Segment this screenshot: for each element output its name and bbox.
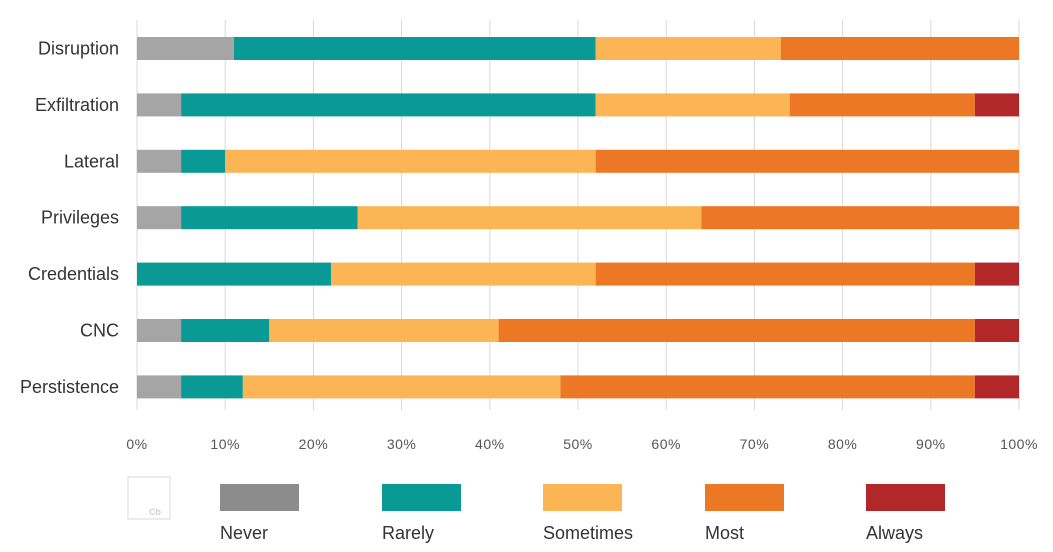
bar-segment-rarely	[181, 149, 226, 173]
legend-swatch	[866, 484, 945, 511]
legend-item-most: Most	[705, 484, 784, 543]
bar-segment-most	[498, 319, 975, 342]
legend-label: Most	[705, 523, 744, 543]
bar-segment-most	[701, 206, 1019, 230]
bar-segment-sometimes	[225, 149, 596, 173]
category-label: Credentials	[28, 264, 119, 284]
x-tick-label: 30%	[387, 436, 417, 452]
bar-segment-sometimes	[595, 93, 790, 117]
x-tick-label: 60%	[651, 436, 681, 452]
legend-label: Rarely	[382, 523, 434, 543]
bar-segment-most	[780, 37, 1019, 60]
x-tick-label: 10%	[210, 436, 240, 452]
legend: Never Rarely Sometimes Most Always	[220, 484, 945, 543]
bar-segment-never	[137, 149, 182, 173]
bars	[137, 37, 1019, 399]
legend-item-always: Always	[866, 484, 945, 543]
x-tick-label: 90%	[916, 436, 946, 452]
category-label: Perstistence	[20, 377, 119, 397]
bar-segment-never	[137, 37, 235, 60]
legend-item-rarely: Rarely	[382, 484, 461, 543]
bar-segment-sometimes	[269, 319, 499, 342]
bar-segment-most	[560, 375, 975, 399]
bar-segment-never	[137, 375, 182, 399]
legend-label: Always	[866, 523, 923, 543]
bar-segment-always	[974, 262, 1019, 286]
watermark-text: Cb	[149, 507, 161, 517]
category-label: Disruption	[38, 39, 119, 59]
bar-segment-always	[974, 319, 1019, 342]
x-tick-label: 40%	[475, 436, 505, 452]
x-tick-label: 20%	[299, 436, 329, 452]
legend-swatch	[543, 484, 622, 511]
watermark-logo: Cb	[127, 476, 171, 520]
bar-segment-rarely	[181, 206, 358, 230]
watermark-box	[127, 476, 171, 520]
bar-segment-always	[974, 375, 1019, 399]
bar-segment-most	[595, 149, 1019, 173]
bar-segment-sometimes	[357, 206, 702, 230]
bar-segment-never	[137, 93, 182, 117]
legend-item-never: Never	[220, 484, 299, 543]
x-axis-tick-labels: 0% 10% 20% 30% 40% 50% 60% 70% 80% 90% 100%	[126, 436, 1038, 452]
bar-segment-sometimes	[242, 375, 561, 399]
x-tick-label: 100%	[1000, 436, 1038, 452]
legend-swatch	[382, 484, 461, 511]
category-label: CNC	[80, 321, 119, 341]
legend-item-sometimes: Sometimes	[543, 484, 633, 543]
bar-segment-never	[137, 206, 182, 230]
category-label: Privileges	[41, 208, 119, 228]
bar-segment-rarely	[137, 262, 332, 286]
category-labels: Disruption Exfiltration Lateral Privileges C…	[20, 39, 119, 397]
bar-segment-sometimes	[595, 37, 781, 60]
category-label: Exfiltration	[35, 95, 119, 115]
bar-segment-sometimes	[331, 262, 596, 286]
bar-segment-never	[137, 319, 182, 342]
bar-segment-rarely	[181, 93, 596, 117]
bar-segment-rarely	[181, 375, 243, 399]
x-tick-label: 70%	[740, 436, 770, 452]
legend-label: Sometimes	[543, 523, 633, 543]
bar-segment-most	[789, 93, 975, 117]
x-tick-label: 0%	[126, 436, 147, 452]
legend-swatch	[220, 484, 299, 511]
x-tick-label: 80%	[828, 436, 858, 452]
legend-label: Never	[220, 523, 268, 543]
bar-segment-rarely	[181, 319, 270, 342]
category-label: Lateral	[64, 151, 119, 171]
bar-segment-rarely	[234, 37, 596, 60]
legend-swatch	[705, 484, 784, 511]
x-tick-label: 50%	[563, 436, 593, 452]
bar-segment-most	[595, 262, 975, 286]
bar-segment-always	[974, 93, 1019, 117]
